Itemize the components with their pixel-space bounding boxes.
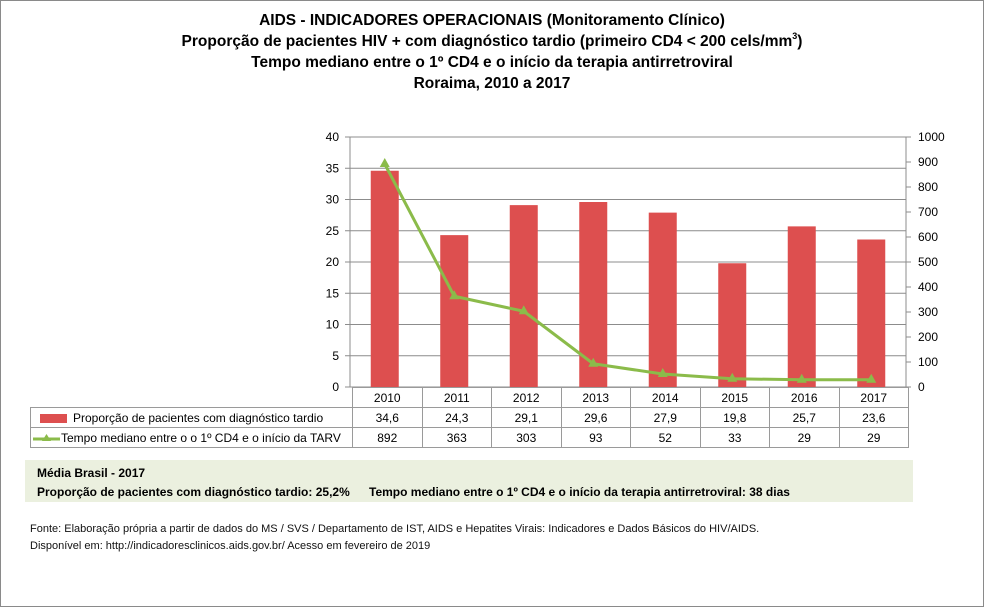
- year-cell: 2013: [560, 387, 631, 408]
- bar: [370, 170, 399, 387]
- brasil-proporcao: Proporção de pacientes com diagnóstico t…: [37, 485, 350, 499]
- year-cell: 2016: [769, 387, 840, 408]
- brasil-heading: Média Brasil - 2017: [37, 466, 146, 480]
- left-axis-tick: 40: [326, 130, 340, 144]
- value-cell: 24,3: [421, 407, 492, 428]
- triangle-marker-icon: [449, 290, 460, 300]
- bar: [857, 239, 886, 387]
- triangle-marker-icon: [588, 357, 599, 367]
- title-line-2: Proporção de pacientes HIV + com diagnós…: [181, 31, 803, 51]
- bar: [718, 263, 747, 387]
- legend-bars: Proporção de pacientes com diagnóstico t…: [30, 407, 353, 428]
- value-cell: 303: [491, 427, 562, 448]
- value-cell: 29: [838, 427, 909, 448]
- value-cell: 33: [699, 427, 770, 448]
- bar-swatch-icon: [40, 413, 67, 423]
- plot-area: 0510152025303540010020030040050060070080…: [326, 130, 945, 394]
- left-axis-tick: 5: [332, 349, 339, 363]
- value-cell: 93: [560, 427, 631, 448]
- value-cell: 29,6: [560, 407, 631, 428]
- source-line: Fonte: Elaboração própria a partir de da…: [30, 523, 760, 535]
- title-line-3: Tempo mediano entre o 1º CD4 e o início …: [251, 54, 733, 71]
- value-cell: 29,1: [491, 407, 562, 428]
- availability-line: Disponível em: http://indicadoresclinico…: [30, 540, 431, 552]
- triangle-marker-icon: [866, 373, 877, 383]
- year-cell: 2012: [491, 387, 562, 408]
- right-axis-tick: 600: [918, 230, 938, 244]
- value-cell: 25,7: [769, 407, 840, 428]
- line-triangle-swatch-icon: [33, 432, 60, 444]
- value-cell: 23,6: [838, 407, 909, 428]
- triangle-marker-icon: [727, 372, 738, 382]
- left-axis-tick: 20: [326, 255, 340, 269]
- left-axis-tick: 10: [326, 318, 340, 332]
- table-row-bars: Proporção de pacientes com diagnóstico t…: [30, 407, 909, 428]
- left-axis-tick: 25: [326, 224, 340, 238]
- title-line-1: AIDS - INDICADORES OPERACIONAIS (Monitor…: [259, 12, 725, 29]
- brasil-tempo: Tempo mediano entre o 1º CD4 e o início …: [369, 485, 790, 499]
- right-axis-tick: 700: [918, 205, 938, 219]
- chart-title: AIDS - INDICADORES OPERACIONAIS (Monitor…: [0, 10, 984, 94]
- value-cell: 52: [630, 427, 701, 448]
- value-cell: 29: [769, 427, 840, 448]
- right-axis-tick: 1000: [918, 130, 945, 144]
- title-line-4: Roraima, 2010 a 2017: [413, 75, 571, 92]
- value-cell: 34,6: [352, 407, 423, 428]
- triangle-marker-icon: [657, 368, 668, 377]
- right-axis-tick: 400: [918, 280, 938, 294]
- legend-line: Tempo mediano entre o o 1º CD4 e o iníci…: [30, 427, 353, 448]
- right-axis-tick: 200: [918, 330, 938, 344]
- table-row-years: 2010 2011 2012 2013 2014 2015 2016 2017: [30, 387, 909, 408]
- year-cell: 2011: [421, 387, 492, 408]
- triangle-marker-icon: [379, 158, 390, 167]
- bar: [648, 212, 677, 387]
- year-cell: 2015: [699, 387, 770, 408]
- data-table: 2010 2011 2012 2013 2014 2015 2016 2017 Proporç…: [30, 387, 909, 448]
- table-row-line: Tempo mediano entre o o 1º CD4 e o iníci…: [30, 427, 909, 448]
- right-axis-tick: 800: [918, 180, 938, 194]
- value-cell: 363: [421, 427, 492, 448]
- value-cell: 892: [352, 427, 423, 448]
- right-axis-tick: 900: [918, 155, 938, 169]
- left-axis-tick: 35: [326, 161, 340, 175]
- triangle-marker-icon: [518, 305, 529, 315]
- value-cell: 19,8: [699, 407, 770, 428]
- value-cell: 27,9: [630, 407, 701, 428]
- left-axis-tick: 0: [332, 380, 339, 394]
- bar: [787, 226, 816, 387]
- left-axis-tick: 30: [326, 193, 340, 207]
- brasil-average-box: Média Brasil - 2017 Proporção de pacient…: [25, 460, 913, 502]
- right-axis-tick: 100: [918, 355, 938, 369]
- right-axis-tick: 0: [918, 380, 925, 394]
- right-axis-tick: 300: [918, 305, 938, 319]
- year-cell: 2014: [630, 387, 701, 408]
- bar: [509, 205, 538, 387]
- right-axis-tick: 500: [918, 255, 938, 269]
- triangle-marker-icon: [796, 373, 807, 383]
- year-cell: 2017: [838, 387, 909, 408]
- line-series: [383, 163, 872, 382]
- year-cell: 2010: [352, 387, 423, 408]
- left-axis-tick: 15: [326, 286, 340, 300]
- bar: [440, 235, 469, 387]
